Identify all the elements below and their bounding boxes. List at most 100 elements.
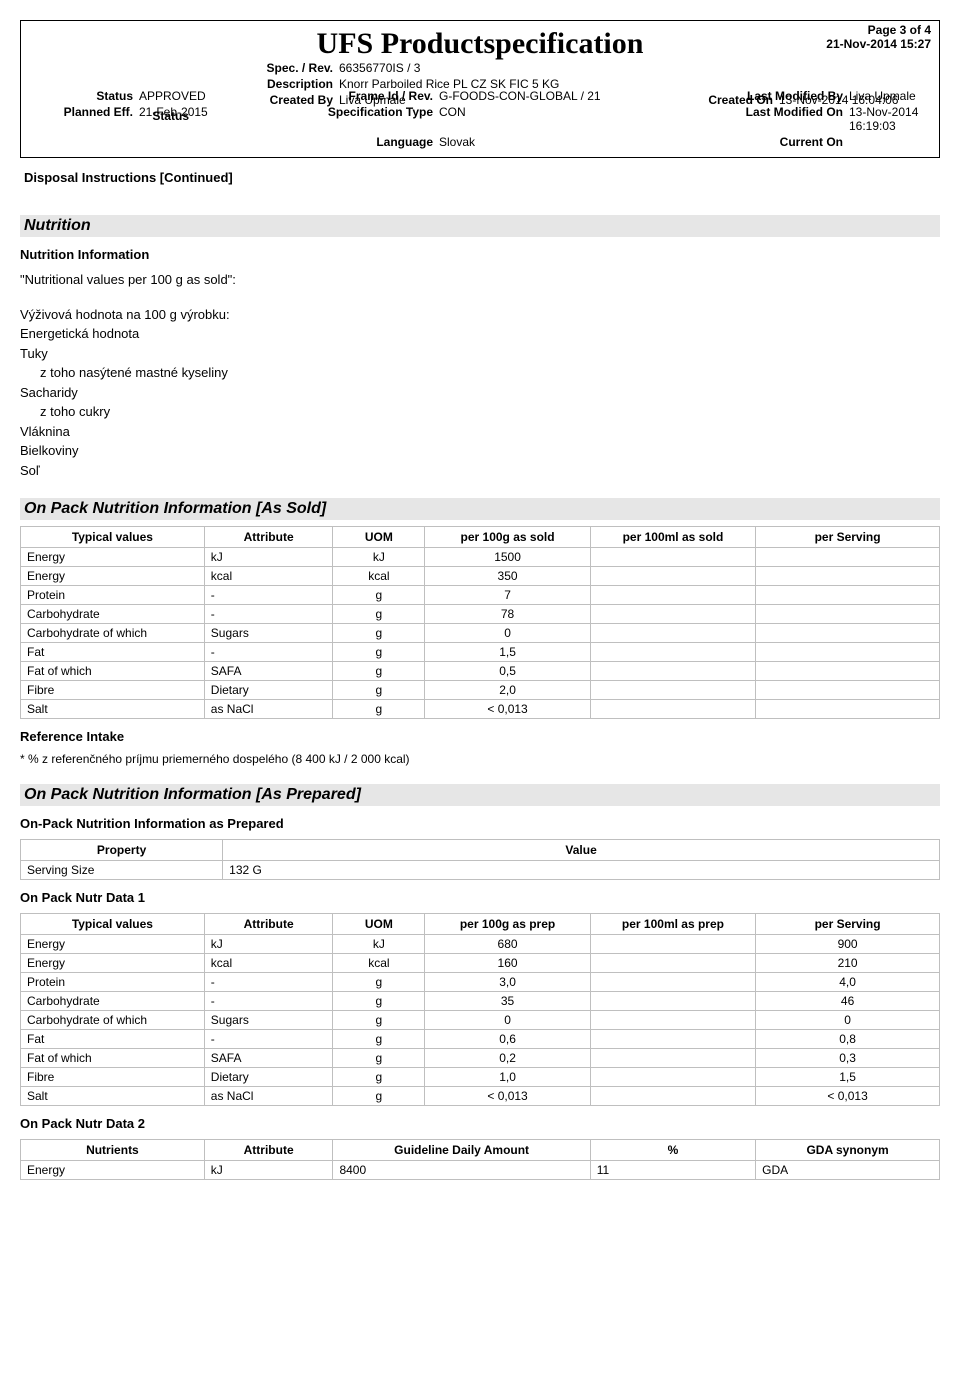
table-cell: 0,3 bbox=[756, 1049, 940, 1068]
table-row: Carbohydrate of whichSugarsg00 bbox=[21, 1011, 940, 1030]
nutr-line: z toho cukry bbox=[40, 402, 940, 422]
table-row: Energykcalkcal160210 bbox=[21, 954, 940, 973]
table-header: Typical values bbox=[21, 527, 205, 548]
table-cell: < 0,013 bbox=[756, 1087, 940, 1106]
page-meta: Page 3 of 4 21-Nov-2014 15:27 bbox=[826, 23, 931, 51]
value-current-on bbox=[849, 135, 931, 149]
table-cell: 4,0 bbox=[756, 973, 940, 992]
page-header-box: Page 3 of 4 21-Nov-2014 15:27 UFS Produc… bbox=[20, 20, 940, 158]
table-header: per 100ml as prep bbox=[590, 914, 755, 935]
table-cell: 1,0 bbox=[425, 1068, 590, 1087]
table-cell: 0 bbox=[425, 624, 590, 643]
table-row: Fat-g1,5 bbox=[21, 643, 940, 662]
table-header: Attribute bbox=[204, 527, 333, 548]
table-cell: - bbox=[204, 643, 333, 662]
nutr-line: Tuky bbox=[20, 344, 940, 364]
table-cell: 680 bbox=[425, 935, 590, 954]
reference-intake-text: * % z referenčného príjmu priemerného do… bbox=[20, 752, 940, 766]
table-cell: Carbohydrate of which bbox=[21, 624, 205, 643]
col-value: Value bbox=[223, 840, 940, 861]
table-cell: Energy bbox=[21, 548, 205, 567]
table-cell: kJ bbox=[204, 548, 333, 567]
table-cell: Carbohydrate of which bbox=[21, 1011, 205, 1030]
col-property: Property bbox=[21, 840, 223, 861]
table-cell: Fibre bbox=[21, 1068, 205, 1087]
table-cell bbox=[590, 992, 755, 1011]
table-cell: GDA bbox=[756, 1161, 940, 1180]
table-row: Carbohydrate-g78 bbox=[21, 605, 940, 624]
table-cell bbox=[590, 1068, 755, 1087]
table-cell bbox=[756, 643, 940, 662]
table-cell: SAFA bbox=[204, 1049, 333, 1068]
table-cell: 0,6 bbox=[425, 1030, 590, 1049]
table-data1: Typical valuesAttributeUOMper 100g as pr… bbox=[20, 913, 940, 1106]
table-cell: 1,5 bbox=[425, 643, 590, 662]
table-cell: kcal bbox=[333, 954, 425, 973]
table-row: Protein-g3,04,0 bbox=[21, 973, 940, 992]
table-header: Attribute bbox=[204, 914, 333, 935]
data1-heading: On Pack Nutr Data 1 bbox=[20, 890, 940, 905]
table-property: Property Value Serving Size 132 G bbox=[20, 839, 940, 880]
cell-property: Serving Size bbox=[21, 861, 223, 880]
table-cell bbox=[590, 681, 755, 700]
table-cell: Sugars bbox=[204, 624, 333, 643]
table-cell: Salt bbox=[21, 1087, 205, 1106]
table-cell: Protein bbox=[21, 973, 205, 992]
table-cell: 0 bbox=[425, 1011, 590, 1030]
table-cell: 46 bbox=[756, 992, 940, 1011]
table-cell: 7 bbox=[425, 586, 590, 605]
table-row: Energykcalkcal350 bbox=[21, 567, 940, 586]
table-cell bbox=[590, 662, 755, 681]
label-last-mod-on: Last Modified On bbox=[689, 105, 849, 133]
table-cell: 2,0 bbox=[425, 681, 590, 700]
table-cell: 8400 bbox=[333, 1161, 590, 1180]
table-cell: as NaCl bbox=[204, 700, 333, 719]
table-cell: 1500 bbox=[425, 548, 590, 567]
table-cell: < 0,013 bbox=[425, 1087, 590, 1106]
table-cell: g bbox=[333, 624, 425, 643]
table-cell: kJ bbox=[204, 935, 333, 954]
table-cell: 0,5 bbox=[425, 662, 590, 681]
value-spec-type: CON bbox=[439, 105, 689, 133]
table-header: % bbox=[590, 1140, 755, 1161]
table-cell bbox=[590, 1049, 755, 1068]
table-cell: kcal bbox=[204, 954, 333, 973]
table-cell: 11 bbox=[590, 1161, 755, 1180]
table-header: Attribute bbox=[204, 1140, 333, 1161]
nutr-line: z toho nasýtené mastné kyseliny bbox=[40, 363, 940, 383]
label-planned-eff: Planned Eff. bbox=[29, 105, 139, 133]
label-status2: Status bbox=[29, 89, 139, 103]
table-cell: kcal bbox=[204, 567, 333, 586]
label-current-on: Current On bbox=[689, 135, 849, 149]
label-spec-rev: Spec. / Rev. bbox=[189, 61, 339, 75]
table-cell bbox=[756, 662, 940, 681]
table-cell: 160 bbox=[425, 954, 590, 973]
table-cell: - bbox=[204, 586, 333, 605]
data2-heading: On Pack Nutr Data 2 bbox=[20, 1116, 940, 1131]
table-cell: Fibre bbox=[21, 681, 205, 700]
table-cell bbox=[590, 1087, 755, 1106]
table-header: UOM bbox=[333, 527, 425, 548]
value-last-mod-by: Liva Upmale bbox=[849, 89, 931, 103]
table-cell bbox=[590, 1030, 755, 1049]
table-cell: kJ bbox=[333, 548, 425, 567]
table-row: Fat-g0,60,8 bbox=[21, 1030, 940, 1049]
table-cell: Carbohydrate bbox=[21, 992, 205, 1011]
value-planned-eff: 21-Feb-2015 bbox=[139, 105, 259, 133]
table-header: Guideline Daily Amount bbox=[333, 1140, 590, 1161]
table-cell bbox=[590, 586, 755, 605]
table-cell: Sugars bbox=[204, 1011, 333, 1030]
table-cell: Energy bbox=[21, 567, 205, 586]
table-cell: 0,2 bbox=[425, 1049, 590, 1068]
table-cell bbox=[590, 605, 755, 624]
table-header: per 100ml as sold bbox=[590, 527, 755, 548]
table-cell: g bbox=[333, 1087, 425, 1106]
value-spec-rev: 66356770IS / 3 bbox=[339, 61, 619, 75]
table-cell bbox=[590, 1011, 755, 1030]
table-cell: 210 bbox=[756, 954, 940, 973]
table-cell bbox=[756, 624, 940, 643]
table-cell bbox=[590, 935, 755, 954]
table-cell: Energy bbox=[21, 1161, 205, 1180]
table-cell: Fat of which bbox=[21, 1049, 205, 1068]
table-cell: < 0,013 bbox=[425, 700, 590, 719]
